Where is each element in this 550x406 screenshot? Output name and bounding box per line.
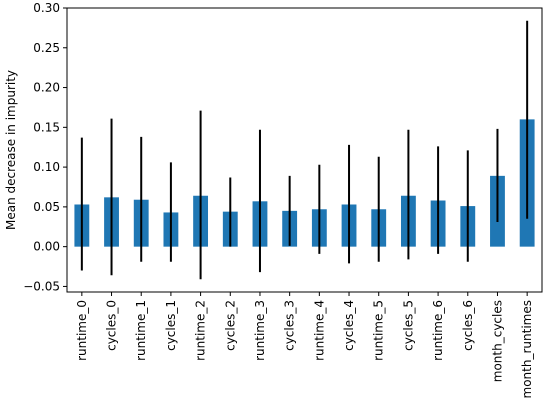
x-tick-label: cycles_1 bbox=[164, 300, 178, 351]
y-axis-title: Mean decrease in impurity bbox=[4, 70, 18, 230]
x-tick-label: runtime_2 bbox=[194, 300, 208, 361]
x-tick-label: cycles_0 bbox=[105, 300, 119, 351]
y-tick-label: 0.00 bbox=[33, 240, 60, 254]
error-bars-group bbox=[80, 20, 529, 280]
y-tick-label: −0.05 bbox=[23, 279, 60, 293]
y-axis-ticks: −0.05 0.00 0.05 0.10 0.15 0.20 0.25 0.30 bbox=[23, 1, 67, 293]
x-axis-ticks: runtime_0 cycles_0 runtime_1 cycles_1 runtim… bbox=[75, 292, 534, 398]
x-tick-label: runtime_6 bbox=[431, 300, 445, 361]
y-tick-label: 0.05 bbox=[33, 200, 60, 214]
x-tick-label: runtime_4 bbox=[312, 300, 326, 361]
x-tick-label: runtime_1 bbox=[134, 300, 148, 361]
x-tick-label: runtime_3 bbox=[253, 300, 267, 361]
x-tick-label: month_cycles bbox=[490, 300, 504, 382]
y-tick-label: 0.25 bbox=[33, 41, 60, 55]
x-tick-label: runtime_0 bbox=[75, 300, 89, 361]
x-tick-label: cycles_2 bbox=[223, 300, 237, 351]
y-tick-label: 0.10 bbox=[33, 160, 60, 174]
x-tick-label: cycles_4 bbox=[342, 300, 356, 351]
y-tick-label: 0.30 bbox=[33, 1, 60, 15]
y-tick-label: 0.15 bbox=[33, 120, 60, 134]
x-tick-label: cycles_5 bbox=[401, 300, 415, 351]
y-tick-label: 0.20 bbox=[33, 81, 60, 95]
x-tick-label: month_runtimes bbox=[520, 300, 534, 398]
x-tick-label: runtime_5 bbox=[372, 300, 386, 361]
plot-frame bbox=[66, 7, 543, 293]
bars-group bbox=[74, 119, 535, 247]
x-tick-label: cycles_3 bbox=[283, 300, 297, 351]
x-tick-label: cycles_6 bbox=[461, 300, 475, 351]
